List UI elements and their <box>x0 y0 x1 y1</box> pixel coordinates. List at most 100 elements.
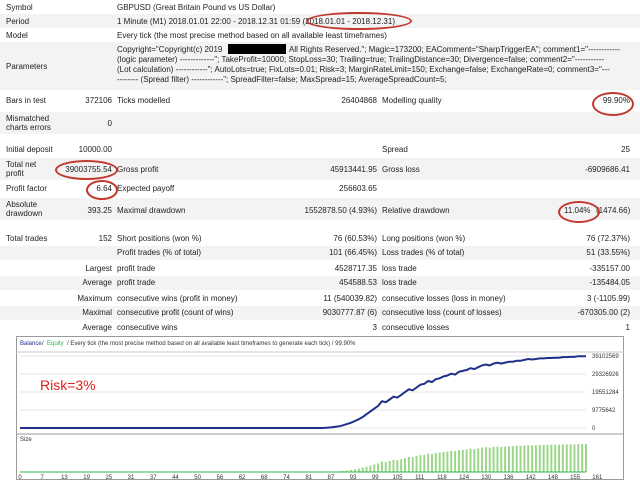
value-avg-consec-losses: 1 <box>625 323 630 332</box>
size-bar <box>369 465 372 472</box>
size-bar <box>492 446 495 472</box>
x-tick-label: 68 <box>261 475 268 480</box>
value-average-loss: -135484.05 <box>589 278 630 287</box>
size-bar <box>538 444 541 472</box>
value-short-positions: 76 (60.53%) <box>333 234 377 243</box>
chart-header-text: / Every tick (the most precise method ba… <box>67 341 356 347</box>
value-maximal-loss: -670305.00 (2) <box>577 308 630 317</box>
label-net-profit-1: Total net <box>6 160 37 169</box>
row-maximum: Maximum consecutive wins (profit in mone… <box>0 292 640 306</box>
label-largest: Largest <box>85 264 112 273</box>
parameters-line4: -------- (Spread filter) ------------"; … <box>117 75 447 84</box>
value-model: Every tick (the most precise method base… <box>117 31 387 40</box>
size-bar <box>573 444 576 472</box>
size-bar <box>507 446 510 472</box>
x-tick-label: 7 <box>41 475 45 480</box>
row-model: Model Every tick (the most precise metho… <box>0 28 640 42</box>
size-bar <box>558 444 561 472</box>
size-bar <box>384 461 387 472</box>
highlight-quality-ellipse <box>592 92 634 116</box>
size-bar <box>454 451 457 472</box>
label-average-consec: Average <box>82 323 112 332</box>
x-tick-label: 148 <box>548 475 559 480</box>
size-bar <box>434 453 437 472</box>
size-bar <box>523 445 526 472</box>
value-rel-drawdown-amt: (1474.66) <box>596 206 631 215</box>
label-ticks: Ticks modelled <box>117 96 171 105</box>
size-bar <box>404 458 407 472</box>
x-tick-label: 105 <box>392 475 403 480</box>
size-bar <box>554 444 557 472</box>
value-largest-loss: -335157.00 <box>589 264 630 273</box>
row-average: Average profit trade 454588.53 loss trad… <box>0 276 640 290</box>
size-bar <box>446 451 449 472</box>
label-largest-loss: loss trade <box>382 264 417 273</box>
label-short-positions: Short positions (won %) <box>117 234 202 243</box>
x-tick-label: 0 <box>18 475 22 480</box>
label-abs-drawdown-2: drawdown <box>6 209 43 218</box>
row-bars: Bars in test 372106 Ticks modelled 26404… <box>0 96 640 110</box>
y-tick-label: 39102569 <box>592 354 619 360</box>
label-mismatched-2: charts errors <box>6 123 51 132</box>
x-tick-label: 130 <box>481 475 492 480</box>
label-mismatched-1: Mismatched <box>6 114 50 123</box>
x-tick-label: 161 <box>592 475 603 480</box>
size-bar <box>585 444 587 472</box>
balance-chart: Balance / Equity / Every tick (the most … <box>16 336 624 480</box>
size-bar <box>534 445 537 472</box>
size-bar <box>380 461 383 472</box>
label-avg-consec-losses: consecutive losses <box>382 323 450 332</box>
x-tick-label: 31 <box>128 475 135 480</box>
redaction-box <box>228 44 286 54</box>
size-bar <box>477 448 480 472</box>
value-loss-trades: 51 (33.55%) <box>586 248 630 257</box>
label-abs-drawdown-1: Absolute <box>6 200 38 209</box>
label-maximal-loss: consecutive loss (count of losses) <box>382 308 502 317</box>
label-gross-profit: Gross profit <box>117 165 159 174</box>
value-initial-deposit: 10000.00 <box>78 145 112 154</box>
x-tick-label: 136 <box>503 475 514 480</box>
size-bar <box>481 447 484 472</box>
label-loss-trades: Loss trades (% of total) <box>382 248 465 257</box>
size-bar <box>527 445 530 472</box>
value-max-drawdown: 1552878.50 (4.93%) <box>304 206 378 215</box>
label-spread: Spread <box>382 145 408 154</box>
label-average: Average <box>82 278 112 287</box>
size-bar <box>450 450 453 472</box>
size-bar <box>342 470 345 472</box>
size-bar <box>569 444 572 472</box>
size-bar <box>461 449 464 472</box>
value-period: 1 Minute (M1) 2018.01.01 22:00 - 2018.12… <box>117 17 395 26</box>
size-bar <box>542 444 545 472</box>
size-bar <box>346 470 349 472</box>
size-bar <box>353 469 356 472</box>
size-bar <box>484 447 487 472</box>
size-bar <box>419 455 422 472</box>
size-bar <box>357 468 360 472</box>
row-maximal: Maximal consecutive profit (count of win… <box>0 306 640 320</box>
label-max-consec-losses: consecutive losses (loss in money) <box>382 294 506 303</box>
value-ticks: 26404868 <box>341 96 377 105</box>
value-spread: 25 <box>621 145 630 154</box>
label-avg-consec-wins: consecutive wins <box>117 323 178 332</box>
legend-balance: Balance <box>20 341 42 347</box>
x-tick-label: 93 <box>350 475 357 480</box>
size-bar <box>396 460 399 472</box>
balance-line <box>20 355 586 429</box>
x-tick-label: 25 <box>105 475 112 480</box>
size-bar <box>504 446 507 472</box>
label-bars: Bars in test <box>6 96 47 105</box>
label-total-trades: Total trades <box>6 234 48 243</box>
size-bar <box>488 447 491 472</box>
x-tick-label: 19 <box>83 475 90 480</box>
label-initial-deposit: Initial deposit <box>6 145 53 154</box>
size-bar <box>373 464 376 472</box>
label-maximum: Maximum <box>77 294 112 303</box>
value-mismatched: 0 <box>107 119 112 128</box>
size-bar <box>515 445 518 472</box>
value-max-consec-losses: 3 (-1105.99) <box>587 294 630 303</box>
row-drawdown: Absolute drawdown 393.25 Maximal drawdow… <box>0 198 640 220</box>
highlight-period-ellipse <box>306 12 412 30</box>
size-bar <box>457 450 460 472</box>
label-modelling-quality: Modelling quality <box>382 96 442 105</box>
